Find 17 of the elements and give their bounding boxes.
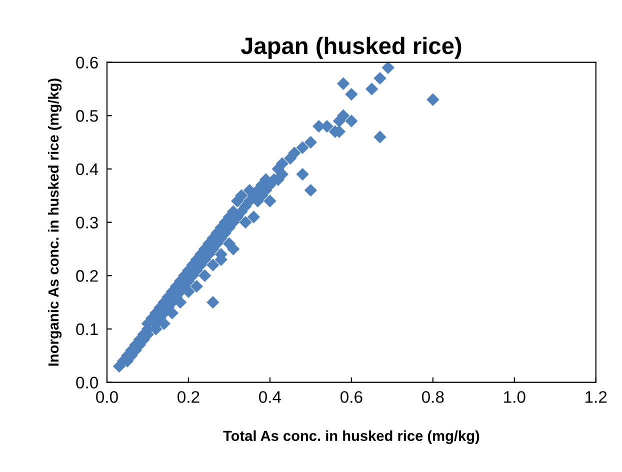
y-tick-label: 0.5	[76, 110, 98, 122]
x-axis-title: Total As conc. in husked rice (mg/kg)	[223, 430, 480, 444]
x-tick-label: 1.0	[504, 391, 526, 403]
y-tick-label: 0.1	[76, 323, 98, 336]
y-tick-label: 0.3	[76, 216, 98, 229]
y-tick-label: 0.0	[76, 376, 98, 389]
x-tick-label: 0.4	[259, 391, 282, 403]
x-tick-label: 0.8	[422, 391, 444, 403]
y-tick-label: 0.4	[76, 163, 98, 176]
x-tick-label: 1.2	[586, 391, 607, 403]
y-tick-label: 0.6	[76, 56, 98, 69]
x-tick-label: 0.2	[178, 391, 200, 403]
y-tick-label: 0.2	[76, 270, 98, 282]
x-tick-label: 0.6	[340, 391, 362, 403]
y-axis-title: Inorganic As conc. in husked rice (mg/kg)	[48, 78, 62, 366]
x-tick-label: 0.0	[96, 391, 118, 403]
chart-title: Japan (husked rice)	[240, 36, 462, 59]
